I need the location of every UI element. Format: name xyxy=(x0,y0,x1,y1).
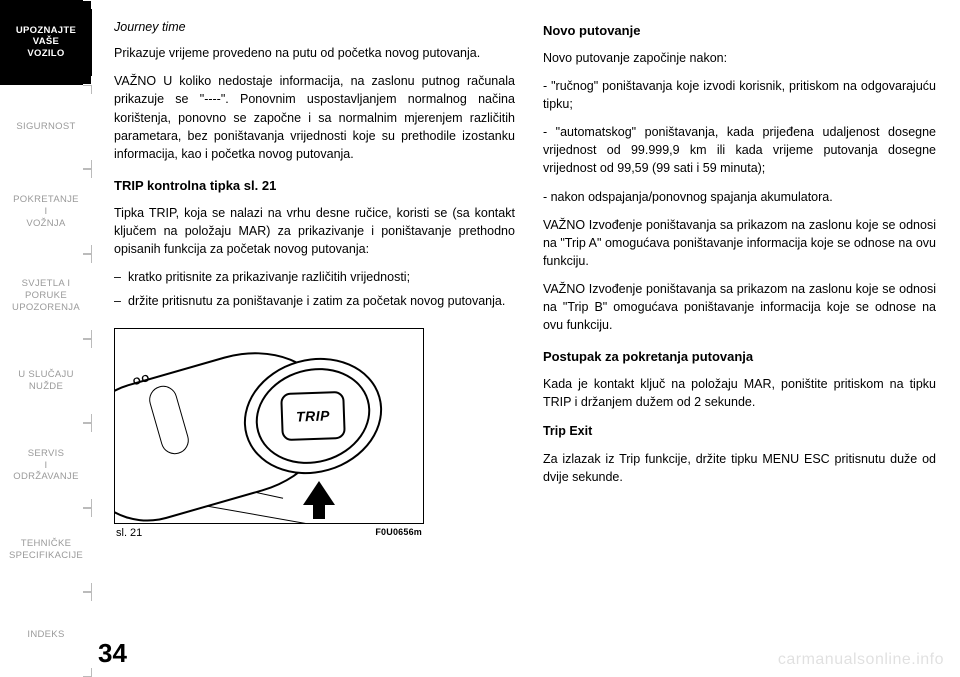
heading-postupak: Postupak za pokretanja putovanja xyxy=(543,348,936,367)
nav-label: UPOZNAJTE VAŠE VOZILO xyxy=(16,25,76,61)
page-number: 34 xyxy=(98,638,127,669)
paragraph: Novo putovanje započinje nakon: xyxy=(543,49,936,67)
paragraph: - nakon odspajanja/ponovnog spajanja aku… xyxy=(543,188,936,206)
heading-trip-kontrolna: TRIP kontrolna tipka sl. 21 xyxy=(114,177,515,196)
figure-21: OO TRIP sl. 21 F0U0656m xyxy=(114,328,424,539)
paragraph: VAŽNO U koliko nedostaje informacija, na… xyxy=(114,72,515,163)
nav-label: POKRETANJE I VOŽNJA xyxy=(13,194,79,230)
arrow-stem xyxy=(313,503,325,519)
paragraph: Kada je kontakt ključ na položaju MAR, p… xyxy=(543,375,936,411)
heading-trip-exit: Trip Exit xyxy=(543,424,592,438)
trip-button-graphic: TRIP xyxy=(280,391,346,441)
left-column: Journey time Prikazuje vrijeme provedeno… xyxy=(114,18,515,667)
bullet-list: kratko pritisnite za prikazivanje različ… xyxy=(114,268,515,316)
nav-label: TEHNIČKE SPECIFIKACIJE xyxy=(9,538,83,562)
paragraph: Za izlazak iz Trip funkcije, držite tipk… xyxy=(543,450,936,486)
nav-indeks[interactable]: INDEKS xyxy=(0,592,92,677)
nav-pokretanje[interactable]: POKRETANJE I VOŽNJA xyxy=(0,169,92,254)
heading-journey-time: Journey time xyxy=(114,18,515,36)
nav-label: INDEKS xyxy=(27,629,64,641)
arrow-up-icon xyxy=(303,481,335,505)
figure-frame: OO TRIP xyxy=(114,328,424,524)
figure-caption: sl. 21 F0U0656m xyxy=(114,527,424,539)
nav-tehnicke[interactable]: TEHNIČKE SPECIFIKACIJE xyxy=(0,508,92,593)
figure-code: F0U0656m xyxy=(375,527,422,539)
paragraph: - "automatskog" poništavanja, kada prije… xyxy=(543,123,936,177)
paragraph: Prikazuje vrijeme provedeno na putu od p… xyxy=(114,44,515,62)
nav-upoznajte[interactable]: UPOZNAJTE VAŠE VOZILO xyxy=(0,0,92,85)
right-column: Novo putovanje Novo putovanje započinje … xyxy=(543,18,936,667)
paragraph: Tipka TRIP, koja se nalazi na vrhu desne… xyxy=(114,204,515,258)
paragraph: VAŽNO Izvođenje poništavanja sa prikazom… xyxy=(543,216,936,270)
heading-novo-putovanje: Novo putovanje xyxy=(543,22,936,41)
paragraph: - "ručnog" poništavanja koje izvodi kori… xyxy=(543,77,936,113)
nav-label: SIGURNOST xyxy=(16,121,75,133)
nav-label: U SLUČAJU NUŽDE xyxy=(18,369,74,393)
nav-servis[interactable]: SERVIS I ODRŽAVANJE xyxy=(0,423,92,508)
figure-number: sl. 21 xyxy=(116,527,142,539)
manual-page: UPOZNAJTE VAŠE VOZILO SIGURNOST POKRETAN… xyxy=(0,0,960,677)
nav-svjetla[interactable]: SVJETLA I PORUKE UPOZORENJA xyxy=(0,254,92,339)
list-item: držite pritisnutu za poništavanje i zati… xyxy=(114,292,515,310)
nav-nuzde[interactable]: U SLUČAJU NUŽDE xyxy=(0,339,92,424)
sidebar-nav: UPOZNAJTE VAŠE VOZILO SIGURNOST POKRETAN… xyxy=(0,0,92,677)
nav-sigurnost[interactable]: SIGURNOST xyxy=(0,85,92,170)
nav-label: SERVIS I ODRŽAVANJE xyxy=(13,448,78,484)
nav-label: SVJETLA I PORUKE UPOZORENJA xyxy=(12,278,80,314)
page-content: Journey time Prikazuje vrijeme provedeno… xyxy=(92,0,960,677)
list-item: kratko pritisnite za prikazivanje različ… xyxy=(114,268,515,286)
paragraph: VAŽNO Izvođenje poništavanja sa prikazom… xyxy=(543,280,936,334)
watermark: carmanualsonline.info xyxy=(778,651,944,669)
